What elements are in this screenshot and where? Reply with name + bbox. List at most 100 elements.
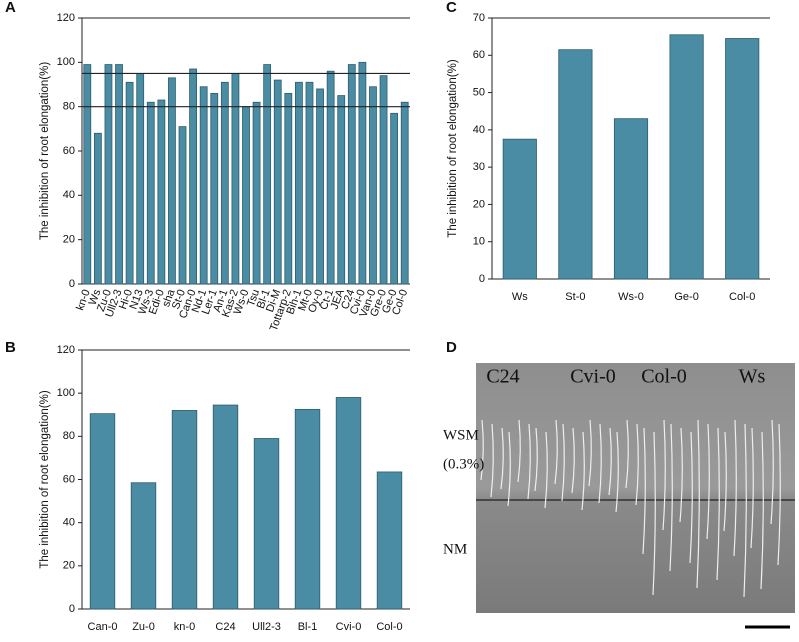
y-tick-label: 100 [57, 387, 75, 399]
bar [89, 413, 116, 610]
bar [400, 101, 409, 285]
bar [171, 410, 198, 610]
x-tick-label: sha [160, 287, 178, 309]
y-tick-label: 120 [57, 344, 75, 356]
x-tick-label: Ws-0 [618, 291, 644, 303]
bar [358, 61, 367, 285]
y-tick-label: 0 [69, 278, 75, 290]
bar [337, 95, 346, 285]
panel-letter: C [446, 0, 457, 16]
x-tick-label: Bl-1 [298, 621, 318, 633]
bar [669, 34, 704, 280]
y-tick-label: 60 [473, 49, 485, 61]
bar [295, 81, 303, 285]
bar [212, 404, 239, 610]
y-tick-label: 30 [473, 161, 485, 173]
x-tick-label: Zu-0 [132, 621, 155, 633]
y-tick-label: 120 [57, 12, 75, 24]
y-tick-label: 40 [63, 189, 75, 201]
bar [316, 88, 324, 285]
x-tick-label: kn-0 [174, 621, 195, 633]
bar [220, 81, 229, 285]
bar [178, 126, 187, 285]
bar [326, 70, 335, 285]
x-tick-label: Ull2-3 [252, 621, 281, 633]
bar [242, 106, 250, 285]
roots [480, 419, 781, 598]
y-tick-label: 0 [69, 603, 75, 615]
bar [502, 138, 537, 280]
genotype-label: Cvi-0 [570, 366, 616, 388]
panel-d: D C24 Cvi-0 Col-0 Ws WSM (0.3%) NM [443, 339, 795, 629]
bar [93, 132, 102, 285]
panel-letter: D [446, 339, 457, 356]
bar [294, 408, 321, 610]
x-tick-label: Can-0 [88, 621, 118, 633]
bar [379, 75, 388, 285]
bar [168, 77, 176, 285]
y-tick-label: 80 [63, 430, 75, 442]
y-tick-label: 20 [473, 198, 485, 210]
y-axis-title: The inhibition of root elongation(%) [39, 62, 51, 241]
concentration-label: (0.3%) [443, 456, 484, 472]
bar [136, 73, 145, 285]
x-tick-label: Ws [87, 287, 104, 306]
x-tick-label: Col-0 [729, 291, 755, 303]
bar [263, 64, 272, 285]
y-tick-label: 100 [57, 56, 75, 68]
bar [347, 64, 356, 285]
bar [725, 38, 760, 280]
x-tick-label: St-0 [565, 291, 585, 303]
y-tick-label: 40 [473, 124, 485, 136]
bar [284, 92, 293, 285]
bar [558, 49, 593, 280]
treatment-label: WSM [443, 427, 479, 443]
bar [376, 471, 403, 610]
bar [125, 81, 134, 285]
bar [83, 64, 92, 285]
y-tick-label: 60 [63, 473, 75, 485]
bar [189, 68, 197, 285]
x-tick-label: Col-0 [376, 621, 402, 633]
seedling-photo [476, 363, 795, 613]
x-tick-label: Ge-0 [674, 291, 698, 303]
y-tick-label: 80 [63, 101, 75, 113]
y-tick-label: 20 [63, 234, 75, 246]
bar [231, 73, 240, 285]
y-tick-label: 20 [63, 560, 75, 572]
bar [210, 92, 219, 285]
bar [104, 64, 113, 285]
y-tick-label: 0 [479, 273, 485, 285]
genotype-label: Ws [739, 366, 766, 388]
control-label: NM [443, 541, 467, 557]
y-tick-label: 40 [63, 517, 75, 529]
y-tick-label: 10 [473, 236, 485, 248]
bar [305, 81, 314, 285]
bar [115, 64, 123, 285]
genotype-label: Col-0 [641, 366, 687, 388]
bar [273, 79, 282, 285]
y-axis-title: The inhibition of root elongation(%) [39, 390, 51, 569]
x-tick-label: Ws [512, 291, 528, 303]
y-tick-label: 50 [473, 86, 485, 98]
panel-letter: A [5, 0, 16, 16]
bar [146, 101, 155, 285]
y-tick-label: 60 [63, 145, 75, 157]
genotype-label: C24 [486, 366, 519, 388]
x-tick-label: Tsu [245, 288, 262, 308]
bar [157, 99, 166, 285]
bar [390, 112, 399, 285]
y-tick-label: 70 [473, 12, 485, 24]
bar [130, 482, 157, 610]
bar [613, 118, 649, 280]
bar [252, 101, 261, 285]
bar [253, 438, 280, 610]
x-tick-label: C24 [215, 621, 235, 633]
bar [335, 397, 362, 610]
bar [199, 86, 208, 285]
y-axis-title: The inhibition of root elongation(%) [447, 59, 459, 238]
bar [369, 86, 377, 285]
panel-letter: B [5, 339, 16, 356]
x-tick-label: Cvi-0 [336, 621, 362, 633]
